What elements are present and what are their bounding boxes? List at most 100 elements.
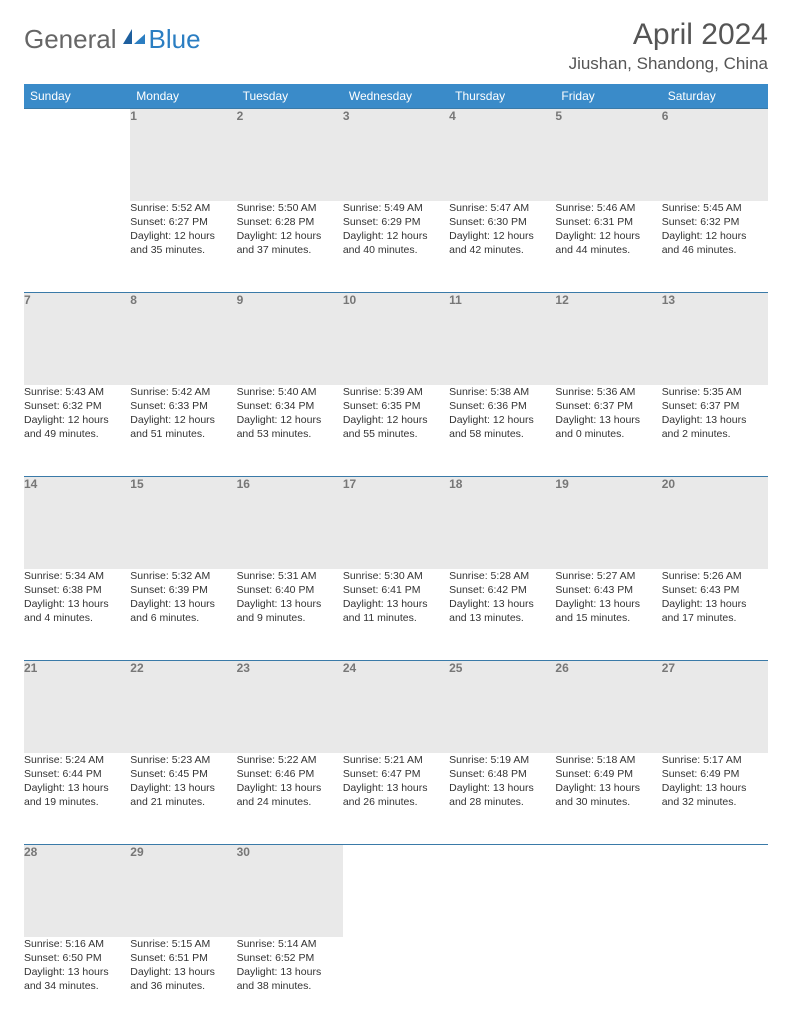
day-number-row: 78910111213 (24, 293, 768, 385)
daylight-text-1: Daylight: 13 hours (237, 781, 343, 795)
sunset-text: Sunset: 6:28 PM (237, 215, 343, 229)
sunrise-text: Sunrise: 5:31 AM (237, 569, 343, 583)
sunrise-text: Sunrise: 5:32 AM (130, 569, 236, 583)
daylight-text-2: and 4 minutes. (24, 611, 130, 625)
title-block: April 2024 Jiushan, Shandong, China (569, 18, 768, 74)
daylight-text-1: Daylight: 13 hours (24, 781, 130, 795)
day-content-cell: Sunrise: 5:17 AMSunset: 6:49 PMDaylight:… (662, 753, 768, 845)
sunrise-text: Sunrise: 5:26 AM (662, 569, 768, 583)
logo: General Blue (24, 24, 201, 55)
daylight-text-1: Daylight: 13 hours (662, 413, 768, 427)
day-content-row: Sunrise: 5:43 AMSunset: 6:32 PMDaylight:… (24, 385, 768, 477)
daylight-text-1: Daylight: 12 hours (237, 229, 343, 243)
day-number-cell: 13 (662, 293, 768, 385)
day-number-cell (449, 845, 555, 937)
daylight-text-2: and 51 minutes. (130, 427, 236, 441)
sunset-text: Sunset: 6:36 PM (449, 399, 555, 413)
sunset-text: Sunset: 6:37 PM (555, 399, 661, 413)
day-content-cell: Sunrise: 5:24 AMSunset: 6:44 PMDaylight:… (24, 753, 130, 845)
sunset-text: Sunset: 6:33 PM (130, 399, 236, 413)
page-header: General Blue April 2024 Jiushan, Shandon… (24, 18, 768, 74)
day-content-row: Sunrise: 5:52 AMSunset: 6:27 PMDaylight:… (24, 201, 768, 293)
daylight-text-2: and 2 minutes. (662, 427, 768, 441)
day-number-cell: 5 (555, 109, 661, 201)
title-month-year: April 2024 (569, 18, 768, 52)
weekday-header: Thursday (449, 84, 555, 109)
daylight-text-2: and 55 minutes. (343, 427, 449, 441)
sunset-text: Sunset: 6:47 PM (343, 767, 449, 781)
day-number-cell: 6 (662, 109, 768, 201)
sunset-text: Sunset: 6:51 PM (130, 951, 236, 965)
day-content-cell (24, 201, 130, 293)
day-number-cell: 1 (130, 109, 236, 201)
weekday-header: Tuesday (237, 84, 343, 109)
day-number-cell: 4 (449, 109, 555, 201)
sunset-text: Sunset: 6:52 PM (237, 951, 343, 965)
daylight-text-1: Daylight: 13 hours (449, 597, 555, 611)
daylight-text-2: and 15 minutes. (555, 611, 661, 625)
sunrise-text: Sunrise: 5:36 AM (555, 385, 661, 399)
day-content-cell: Sunrise: 5:39 AMSunset: 6:35 PMDaylight:… (343, 385, 449, 477)
day-number-cell: 25 (449, 661, 555, 753)
daylight-text-2: and 28 minutes. (449, 795, 555, 809)
day-content-cell: Sunrise: 5:22 AMSunset: 6:46 PMDaylight:… (237, 753, 343, 845)
day-number-cell: 10 (343, 293, 449, 385)
sunset-text: Sunset: 6:35 PM (343, 399, 449, 413)
sunset-text: Sunset: 6:32 PM (24, 399, 130, 413)
day-content-cell: Sunrise: 5:35 AMSunset: 6:37 PMDaylight:… (662, 385, 768, 477)
daylight-text-1: Daylight: 12 hours (662, 229, 768, 243)
daylight-text-2: and 17 minutes. (662, 611, 768, 625)
sunrise-text: Sunrise: 5:42 AM (130, 385, 236, 399)
day-number-cell: 11 (449, 293, 555, 385)
sunset-text: Sunset: 6:48 PM (449, 767, 555, 781)
daylight-text-2: and 44 minutes. (555, 243, 661, 257)
daylight-text-1: Daylight: 12 hours (555, 229, 661, 243)
daylight-text-2: and 19 minutes. (24, 795, 130, 809)
day-number-cell: 17 (343, 477, 449, 569)
day-number-cell: 20 (662, 477, 768, 569)
sunset-text: Sunset: 6:29 PM (343, 215, 449, 229)
day-content-cell: Sunrise: 5:30 AMSunset: 6:41 PMDaylight:… (343, 569, 449, 661)
day-content-cell: Sunrise: 5:28 AMSunset: 6:42 PMDaylight:… (449, 569, 555, 661)
daylight-text-1: Daylight: 13 hours (449, 781, 555, 795)
day-content-row: Sunrise: 5:16 AMSunset: 6:50 PMDaylight:… (24, 937, 768, 1029)
day-content-cell: Sunrise: 5:27 AMSunset: 6:43 PMDaylight:… (555, 569, 661, 661)
daylight-text-1: Daylight: 13 hours (555, 597, 661, 611)
daylight-text-1: Daylight: 13 hours (130, 597, 236, 611)
sunrise-text: Sunrise: 5:45 AM (662, 201, 768, 215)
sunrise-text: Sunrise: 5:21 AM (343, 753, 449, 767)
day-number-cell (555, 845, 661, 937)
day-content-cell: Sunrise: 5:36 AMSunset: 6:37 PMDaylight:… (555, 385, 661, 477)
logo-sail-icon (121, 22, 147, 53)
day-content-cell: Sunrise: 5:16 AMSunset: 6:50 PMDaylight:… (24, 937, 130, 1029)
sunrise-text: Sunrise: 5:49 AM (343, 201, 449, 215)
daylight-text-1: Daylight: 13 hours (662, 597, 768, 611)
daylight-text-1: Daylight: 12 hours (449, 413, 555, 427)
day-content-cell: Sunrise: 5:23 AMSunset: 6:45 PMDaylight:… (130, 753, 236, 845)
daylight-text-1: Daylight: 12 hours (24, 413, 130, 427)
day-number-cell: 18 (449, 477, 555, 569)
logo-text-blue: Blue (149, 24, 201, 55)
sunrise-text: Sunrise: 5:16 AM (24, 937, 130, 951)
daylight-text-1: Daylight: 13 hours (555, 413, 661, 427)
daylight-text-2: and 11 minutes. (343, 611, 449, 625)
day-content-cell: Sunrise: 5:43 AMSunset: 6:32 PMDaylight:… (24, 385, 130, 477)
day-content-cell: Sunrise: 5:15 AMSunset: 6:51 PMDaylight:… (130, 937, 236, 1029)
sunrise-text: Sunrise: 5:50 AM (237, 201, 343, 215)
daylight-text-2: and 40 minutes. (343, 243, 449, 257)
sunset-text: Sunset: 6:43 PM (555, 583, 661, 597)
daylight-text-2: and 34 minutes. (24, 979, 130, 993)
day-number-cell: 7 (24, 293, 130, 385)
daylight-text-1: Daylight: 13 hours (130, 965, 236, 979)
sunset-text: Sunset: 6:32 PM (662, 215, 768, 229)
daylight-text-2: and 0 minutes. (555, 427, 661, 441)
day-content-cell: Sunrise: 5:52 AMSunset: 6:27 PMDaylight:… (130, 201, 236, 293)
sunset-text: Sunset: 6:31 PM (555, 215, 661, 229)
sunrise-text: Sunrise: 5:47 AM (449, 201, 555, 215)
sunrise-text: Sunrise: 5:27 AM (555, 569, 661, 583)
day-number-cell: 22 (130, 661, 236, 753)
sunset-text: Sunset: 6:45 PM (130, 767, 236, 781)
daylight-text-2: and 58 minutes. (449, 427, 555, 441)
weekday-header: Sunday (24, 84, 130, 109)
daylight-text-2: and 30 minutes. (555, 795, 661, 809)
